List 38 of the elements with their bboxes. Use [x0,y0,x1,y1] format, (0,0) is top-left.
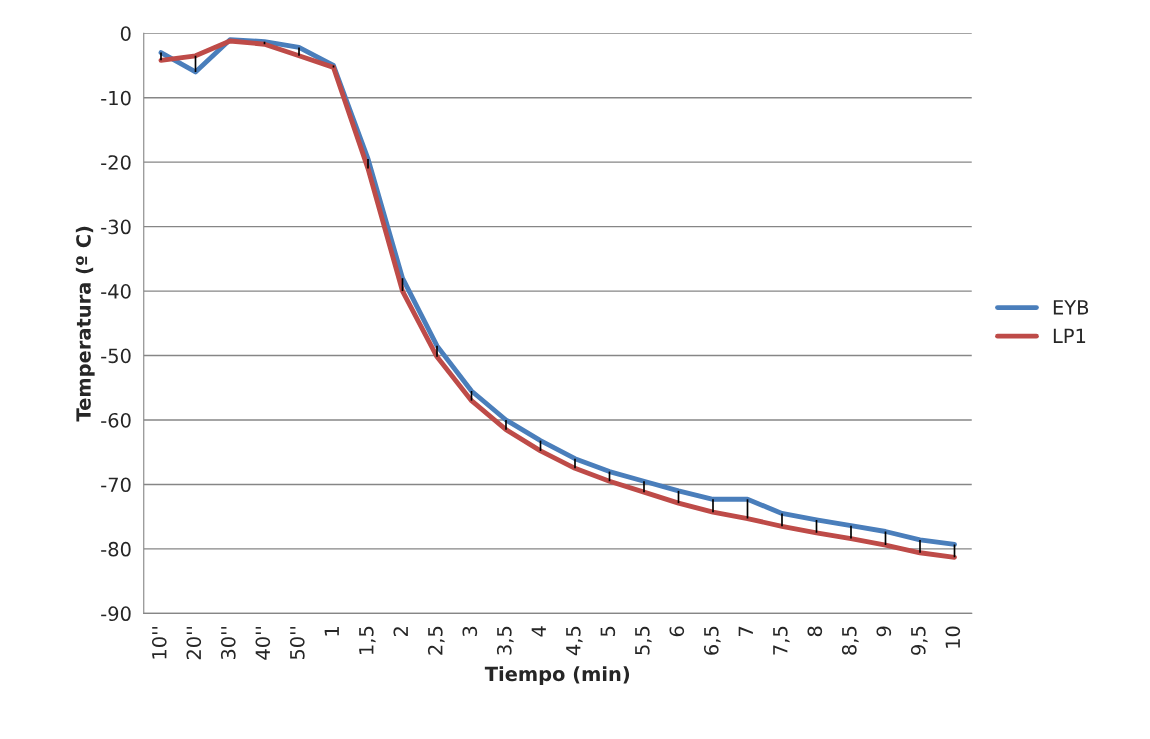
x-tick-label: 5,5 [635,626,652,655]
x-tick-label: 6 [669,626,685,637]
x-tick-label: 30'' [220,627,236,660]
x-tick-label: 8,5 [841,626,859,655]
y-tick-label: -60 [101,412,131,428]
x-tick-label: 20'' [186,627,202,660]
x-tick-label: 1 [324,626,339,636]
y-tick-label: 0 [120,26,131,41]
x-tick-label: 1,5 [359,626,376,654]
x-tick-label: 5 [600,626,616,637]
y-tick-label: -90 [101,606,131,622]
y-tick-label: -30 [101,219,131,235]
x-tick-label: 10 [945,626,961,648]
legend-label: EYB [1053,300,1089,315]
x-tick-label: 7,5 [773,626,790,655]
legend-label: LP1 [1053,328,1086,343]
y-tick-label: -70 [101,477,131,493]
y-tick-label: -20 [101,155,131,170]
x-tick-label: 9,5 [910,626,928,655]
y-tick-label: -50 [101,348,131,364]
x-tick-label: 10'' [151,627,167,659]
x-tick-label: 9 [876,626,892,637]
y-tick-label: -80 [101,541,131,557]
x-tick-label: 40'' [255,627,271,660]
x-tick-label: 50'' [289,627,305,660]
x-tick-label: 3,5 [496,626,514,655]
x-axis-title: Tiempo (min) [484,666,630,685]
x-tick-label: 6,5 [703,626,721,655]
x-tick-label: 8 [807,626,823,637]
y-tick-label: -40 [101,284,131,299]
x-tick-label: 2 [393,627,408,637]
y-tick-label: -10 [101,90,131,106]
x-tick-label: 4 [531,626,546,637]
x-tick-label: 4,5 [566,626,583,656]
x-tick-label: 3 [462,626,478,637]
x-tick-label: 7 [738,626,753,636]
y-axis-title: Temperatura (º C) [75,226,95,422]
x-tick-label: 2,5 [427,626,445,655]
